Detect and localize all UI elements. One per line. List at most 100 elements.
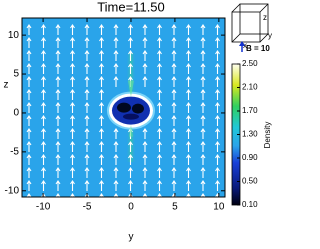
field-arrow	[26, 24, 32, 35]
blob-spike	[127, 80, 134, 97]
field-arrow	[157, 102, 162, 113]
field-arrow	[128, 37, 133, 48]
field-arrow	[55, 24, 61, 35]
field-arrow	[41, 180, 46, 191]
field-arrow	[157, 128, 162, 139]
colorbar-tick-label: 1.70	[242, 106, 258, 115]
field-arrow	[99, 50, 104, 61]
field-arrow	[55, 128, 61, 139]
field-arrow	[113, 50, 119, 61]
field-arrow	[55, 50, 61, 61]
field-arrow	[99, 128, 104, 139]
legend-text: B = 10	[246, 44, 270, 53]
field-arrow	[41, 102, 46, 113]
orientation-label: y	[268, 31, 272, 40]
field-arrow	[41, 154, 46, 165]
field-arrow	[200, 50, 206, 61]
field-arrow	[200, 128, 206, 139]
field-arrow	[99, 89, 104, 100]
field-arrow	[70, 193, 75, 204]
field-arrow	[200, 167, 206, 178]
field-arrow	[55, 115, 61, 126]
field-arrow	[215, 63, 220, 74]
field-arrow	[26, 115, 32, 126]
field-arrow	[186, 37, 191, 48]
orientation-cube: z x y	[231, 3, 272, 50]
field-arrow	[171, 128, 177, 139]
y-axis-label: z	[4, 80, 9, 91]
field-arrow	[142, 76, 148, 87]
field-arrow	[26, 102, 32, 113]
colorbar-label: Density	[263, 122, 272, 149]
field-arrow	[84, 102, 90, 113]
field-arrow	[113, 154, 119, 165]
field-arrow	[157, 37, 162, 48]
field-arrow	[200, 193, 206, 204]
field-arrow	[99, 180, 104, 191]
field-arrow	[142, 141, 148, 152]
field-arrow	[26, 50, 32, 61]
field-arrow	[142, 63, 148, 74]
field-arrow	[84, 180, 90, 191]
field-arrow	[171, 167, 177, 178]
colorbar-tick-label: 0.10	[242, 200, 258, 209]
field-arrow	[84, 128, 90, 139]
field-arrow	[186, 141, 191, 152]
blob-core	[116, 102, 131, 113]
colorbar-tick-label: 2.10	[242, 83, 258, 92]
field-arrow	[113, 141, 119, 152]
field-arrow	[142, 154, 148, 165]
colorbar-tick-label: 2.50	[242, 59, 258, 68]
field-arrow	[84, 89, 90, 100]
field-arrow	[215, 128, 220, 139]
field-arrow	[113, 37, 119, 48]
field-arrow	[128, 180, 133, 191]
chart-title: Time=11.50	[97, 0, 165, 14]
cube-edge	[231, 3, 241, 13]
field-arrow	[113, 193, 119, 204]
field-arrow	[99, 76, 104, 87]
field-arrow	[84, 154, 90, 165]
field-arrow	[84, 141, 90, 152]
field-arrow	[70, 37, 75, 48]
field-arrow	[41, 63, 46, 74]
field-arrow	[200, 180, 206, 191]
x-tick-label: 5	[172, 202, 178, 213]
field-arrow	[41, 115, 46, 126]
x-tick-label: 10	[213, 202, 225, 213]
y-tick-label: 0	[13, 108, 19, 119]
field-arrow	[186, 89, 191, 100]
field-arrow	[128, 50, 133, 61]
field-arrow	[41, 37, 46, 48]
field-arrow	[142, 193, 148, 204]
field-arrow	[157, 76, 162, 87]
field-arrow	[99, 141, 104, 152]
field-arrow	[26, 154, 32, 165]
field-arrow	[41, 24, 46, 35]
blob-core	[131, 103, 144, 114]
cube-edge	[231, 11, 261, 43]
x-axis-label: y	[129, 232, 134, 243]
field-arrow	[55, 154, 61, 165]
field-arrow	[171, 141, 177, 152]
field-arrow	[113, 128, 119, 139]
field-arrow	[99, 154, 104, 165]
field-arrow	[215, 115, 220, 126]
field-arrow	[70, 24, 75, 35]
field-arrow	[113, 76, 119, 87]
field-arrow	[186, 193, 191, 204]
field-arrow	[157, 167, 162, 178]
field-arrow	[215, 154, 220, 165]
field-arrow	[70, 89, 75, 100]
field-arrow	[171, 180, 177, 191]
field-arrow	[55, 180, 61, 191]
field-arrow	[70, 167, 75, 178]
field-arrow	[186, 115, 191, 126]
field-arrow	[157, 24, 162, 35]
field-arrow	[55, 193, 61, 204]
field-arrow	[26, 63, 32, 74]
y-tick-label: 10	[8, 30, 20, 41]
field-arrow	[186, 50, 191, 61]
field-arrow	[84, 24, 90, 35]
field-arrow	[157, 63, 162, 74]
